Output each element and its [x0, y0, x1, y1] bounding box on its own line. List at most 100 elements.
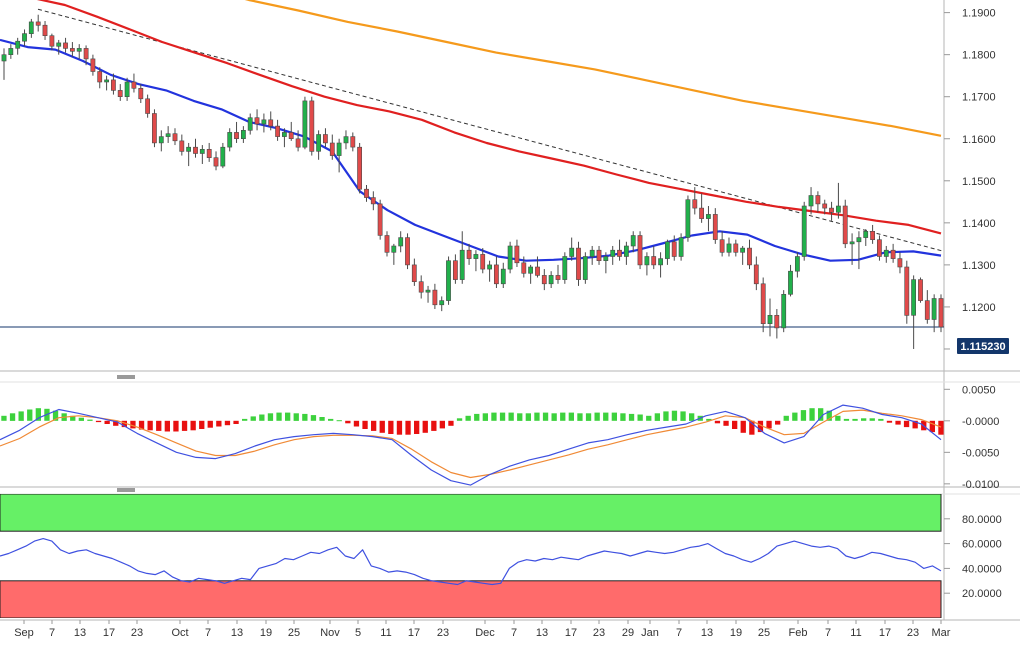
macd-bar-negative [104, 420, 110, 424]
trendline [37, 8, 944, 252]
candle-up [124, 81, 130, 97]
macd-bar-positive [628, 413, 635, 421]
time-tick-label: 7 [825, 627, 831, 639]
candle-up [705, 214, 711, 219]
candle-up [911, 279, 916, 316]
candle-up [794, 256, 800, 272]
macd-bar-positive [474, 413, 480, 421]
candle-down [49, 35, 55, 47]
price-tick-label: 1.1800 [962, 50, 996, 62]
time-tick-label: 13 [74, 627, 86, 639]
candle-up [316, 134, 321, 152]
time-tick-label: 11 [850, 627, 861, 639]
macd-panel [0, 404, 944, 486]
macd-bar-positive [534, 412, 540, 421]
candle-up [500, 268, 506, 285]
rsi-resize-handle[interactable] [117, 488, 135, 492]
macd-tick-label: -0.0100 [962, 479, 999, 491]
time-tick-label: 25 [288, 627, 300, 639]
candle-up [630, 235, 636, 247]
macd-bar-positive [18, 411, 24, 421]
macd-tick-label: -0.0050 [962, 447, 999, 459]
macd-bar-negative [130, 420, 136, 429]
time-tick-label: 17 [879, 627, 891, 639]
candle-up [336, 142, 342, 156]
macd-bar-negative [388, 420, 394, 434]
candle-up [931, 298, 937, 320]
macd-bar-negative [895, 420, 901, 425]
time-tick-label: 7 [49, 627, 55, 639]
macd-line [0, 404, 942, 486]
rsi-line [0, 537, 942, 586]
candle-down [295, 138, 301, 148]
macd-bar-negative [723, 420, 729, 426]
candle-down [432, 289, 438, 306]
macd-axis: 0.0050 -0.0000 -0.0050 -0.0100 [944, 384, 999, 491]
macd-bar-negative [121, 420, 127, 428]
macd-bar-positive [568, 412, 574, 421]
macd-bar-negative [156, 420, 162, 431]
macd-bar-positive [852, 418, 858, 421]
candle-up [165, 133, 171, 137]
candle-down [117, 90, 123, 98]
macd-bar-negative [164, 420, 170, 432]
macd-bar-negative [431, 420, 437, 431]
time-tick-label: Nov [320, 627, 340, 639]
macd-bar-negative [929, 420, 935, 433]
candle-down [924, 300, 930, 320]
rsi-oversold-band [0, 580, 942, 618]
candle-up [644, 256, 650, 266]
macd-bar-positive [826, 410, 832, 421]
candle-up [664, 241, 670, 259]
macd-bar-negative [749, 420, 755, 435]
candle-down [760, 283, 766, 324]
candle-down [692, 199, 698, 209]
candle-up [589, 249, 595, 257]
macd-bar-negative [396, 420, 403, 435]
candle-up [158, 136, 164, 144]
candle-down [521, 262, 527, 274]
candle-down [753, 264, 759, 285]
candle-down [904, 266, 910, 316]
macd-bar-positive [285, 412, 291, 421]
candle-down [541, 275, 547, 285]
candle-up [726, 243, 732, 253]
candle-up [562, 256, 568, 280]
macd-bar-positive [465, 415, 471, 421]
candle-up [199, 149, 205, 154]
candle-up [658, 258, 663, 266]
candle-up [104, 79, 109, 83]
candle-up [788, 270, 793, 295]
macd-bar-positive [310, 415, 317, 421]
candle-down [357, 146, 362, 190]
candle-down [918, 279, 923, 301]
candle-down [268, 119, 274, 127]
candle-down [411, 264, 417, 282]
macd-resize-handle[interactable] [117, 375, 135, 379]
macd-bar-positive [482, 413, 488, 421]
candle-up [808, 195, 814, 207]
macd-bar-positive [542, 412, 549, 421]
time-tick-label: 13 [701, 627, 713, 639]
macd-bar-negative [886, 420, 893, 423]
time-tick-label: 17 [408, 627, 420, 639]
price-tick-label: 1.1600 [962, 134, 996, 146]
candle-down [480, 254, 486, 270]
macd-bar-negative [422, 420, 428, 433]
macd-bar-negative [190, 420, 196, 431]
macd-bar-positive [267, 413, 274, 421]
candle-up [849, 241, 855, 245]
macd-bar-positive [456, 418, 463, 421]
candle-down [876, 239, 882, 257]
candle-up [28, 21, 34, 34]
macd-bar-positive [646, 415, 652, 421]
candle-up [302, 100, 308, 148]
macd-bar-positive [52, 410, 59, 421]
macd-bar-positive [611, 412, 617, 421]
candle-down [145, 98, 150, 114]
time-tick-label: 19 [730, 627, 742, 639]
candle-down [83, 48, 89, 60]
candle-up [582, 256, 588, 280]
time-tick-label: 17 [565, 627, 577, 639]
candle-up [8, 48, 14, 56]
